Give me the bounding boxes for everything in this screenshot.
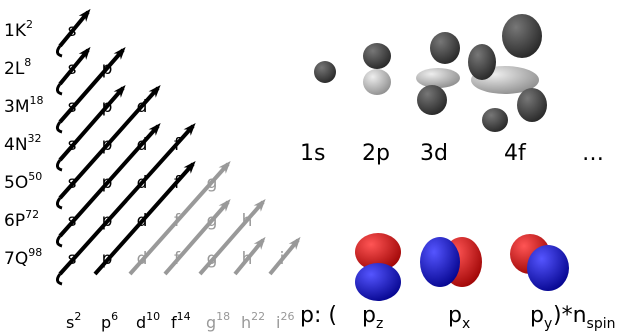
- shell-name: 1K: [4, 21, 27, 41]
- subshell-letter: p: [102, 59, 113, 79]
- subshell-total: i26: [276, 310, 294, 332]
- shell-label: 7Q98: [4, 246, 42, 269]
- subshell-letter: s: [68, 97, 77, 117]
- subshell-letter: f: [174, 135, 181, 155]
- subshell-letter: d: [137, 97, 148, 117]
- subshell-letter: s: [68, 249, 77, 269]
- subshell-letter: s: [68, 135, 77, 155]
- subshell-letter: s: [68, 211, 77, 231]
- orbital-label: 3d: [420, 141, 448, 166]
- subshell-letter: g: [207, 211, 218, 231]
- subshell-letter: h: [242, 249, 253, 269]
- shell-label: 6P72: [4, 208, 39, 231]
- p-orbital-label: px: [448, 303, 470, 332]
- total-letter: h: [241, 313, 251, 332]
- total-count: 18: [216, 310, 230, 323]
- subshell-letter: g: [207, 249, 218, 269]
- subshell-letter: f: [174, 249, 181, 269]
- arrow-hook: [57, 160, 62, 170]
- total-letter: s: [66, 313, 74, 332]
- shell-name: 4N: [4, 135, 28, 155]
- shell-name: 2L: [4, 59, 25, 79]
- p-sub: x: [462, 316, 470, 332]
- shell-label: 1K2: [4, 18, 33, 41]
- subshell-letter: s: [68, 173, 77, 193]
- shell-label: 5O50: [4, 170, 42, 193]
- total-count: 14: [177, 310, 191, 323]
- subshell-letter: p: [102, 135, 113, 155]
- subshell-letter: p: [102, 173, 113, 193]
- diagram: 1K2s2L8sp3M18spd4N32spdf5O50spdfg6P72spd…: [0, 0, 638, 334]
- shell-name: 3M: [4, 97, 29, 117]
- total-count: 6: [111, 310, 118, 323]
- suffix-sub: spin: [587, 316, 616, 332]
- p-suffix: )*nspin: [553, 303, 615, 332]
- p-prefix: p: (: [300, 303, 337, 328]
- subshell-total: s2: [66, 310, 81, 332]
- subshell-letter: g: [207, 173, 218, 193]
- shell-capacity: 98: [28, 246, 42, 259]
- total-count: 26: [280, 310, 294, 323]
- shell-capacity: 2: [26, 18, 33, 31]
- subshell-letter: p: [102, 249, 113, 269]
- p-base: p: [448, 303, 462, 328]
- subshell-total: p6: [101, 310, 118, 332]
- orbital-label: 1s: [300, 141, 325, 166]
- total-count: 2: [74, 310, 81, 323]
- subshell-letter: h: [242, 211, 253, 231]
- shell-capacity: 50: [28, 170, 42, 183]
- subshell-total: g18: [206, 310, 230, 332]
- total-letter: d: [136, 313, 146, 332]
- orbital-label: 4f: [504, 141, 527, 166]
- arrow-hook: [57, 46, 62, 56]
- orbital-label: …: [582, 141, 604, 166]
- subshell-total: d10: [136, 310, 160, 332]
- arrow-hook: [57, 122, 62, 132]
- subshell-letter: d: [137, 173, 148, 193]
- arrow-hook: [57, 84, 62, 94]
- shell-capacity: 72: [25, 208, 39, 221]
- arrow-hook: [57, 236, 62, 246]
- subshell-letter: d: [137, 135, 148, 155]
- total-count: 10: [146, 310, 160, 323]
- shell-capacity: 8: [24, 56, 31, 69]
- total-letter: g: [206, 313, 216, 332]
- shell-label: 4N32: [4, 132, 42, 155]
- total-letter: p: [101, 313, 111, 332]
- shell-name: 6P: [4, 211, 25, 231]
- total-count: 22: [251, 310, 265, 323]
- arrow-hook: [57, 198, 62, 208]
- arrow-hook: [57, 274, 62, 284]
- subshell-letter: f: [174, 211, 181, 231]
- subshell-total: h22: [241, 310, 265, 332]
- subshell-letter: p: [102, 211, 113, 231]
- p-sub: z: [376, 316, 383, 332]
- suffix-main: )*n: [553, 303, 587, 328]
- shell-label: 3M18: [4, 94, 43, 117]
- p-orbital-label: py: [530, 303, 552, 332]
- subshell-letter: d: [137, 211, 148, 231]
- subshell-letter: p: [102, 97, 113, 117]
- subshell-letter: s: [68, 59, 77, 79]
- subshell-letter: f: [174, 173, 181, 193]
- shell-capacity: 32: [28, 132, 42, 145]
- subshell-total: f14: [171, 310, 191, 332]
- p-orbital-label: pz: [362, 303, 383, 332]
- subshell-letter: i: [280, 249, 285, 269]
- orbital-label: 2p: [362, 141, 390, 166]
- p-base: p: [362, 303, 376, 328]
- shell-capacity: 18: [29, 94, 43, 107]
- shell-label: 2L8: [4, 56, 31, 79]
- subshell-letter: d: [137, 249, 148, 269]
- shell-name: 5O: [4, 173, 28, 193]
- p-sub: y: [544, 316, 552, 332]
- p-base: p: [530, 303, 544, 328]
- shell-name: 7Q: [4, 249, 28, 269]
- subshell-letter: s: [68, 21, 77, 41]
